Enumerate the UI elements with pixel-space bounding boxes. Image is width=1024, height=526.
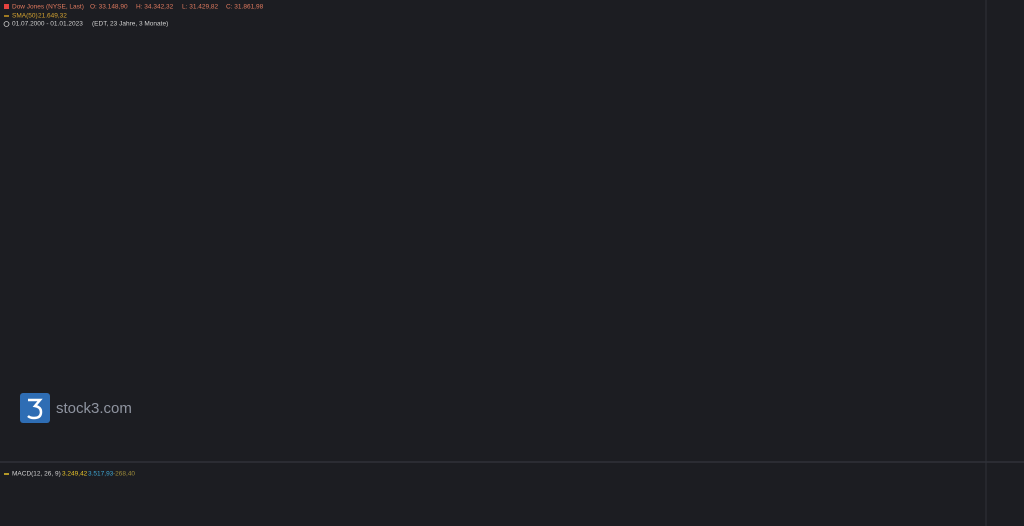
ohlc-label: H: 34.342,32: [136, 4, 174, 11]
symbol-icon: [4, 4, 9, 9]
header: Dow Jones (NYSE, Last) O: 33.148,90 H: 3…: [3, 4, 264, 28]
instrument-name: Dow Jones (NYSE, Last): [12, 4, 84, 11]
signal-value: 3.517,93: [88, 471, 114, 478]
macd-title: MACD(12, 26, 9): [12, 471, 61, 478]
sma-value: 21.649,32: [38, 13, 67, 20]
macd-value: 3.249,42: [62, 471, 88, 478]
period-note: (EDT, 23 Jahre, 3 Monate): [92, 21, 168, 28]
histogram-value: -268,40: [113, 471, 135, 478]
macd-header: MACD(12, 26, 9) 3.249,42 3.517,93 -268,4…: [4, 471, 135, 478]
clock-icon: [3, 21, 10, 27]
ohlc-label: L: 31.429,82: [182, 4, 219, 11]
logo-mark: [27, 398, 43, 420]
ohlc-label: C: 31.861,98: [226, 4, 264, 11]
watermark: stock3.com: [20, 393, 132, 423]
sma-name: SMA(50): [12, 13, 38, 20]
watermark-text: stock3.com: [56, 400, 132, 417]
period: 01.07.2000 - 01.01.2023: [12, 21, 83, 28]
ohlc-label: O: 33.148,90: [90, 4, 128, 11]
logo: [20, 393, 50, 423]
